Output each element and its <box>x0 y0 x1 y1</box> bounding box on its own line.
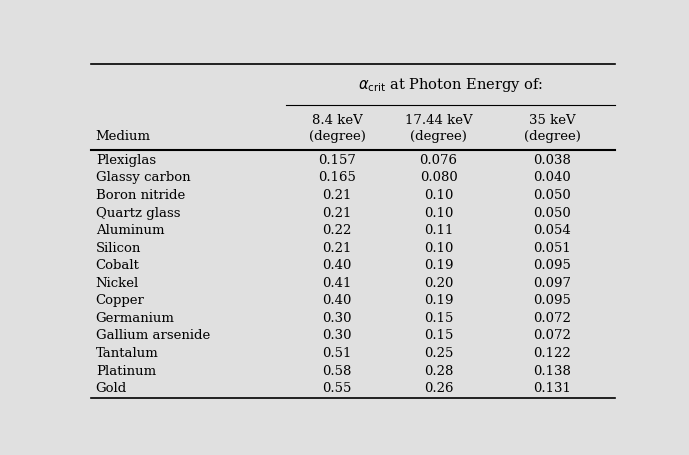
Text: Cobalt: Cobalt <box>96 259 140 272</box>
Text: Tantalum: Tantalum <box>96 346 158 359</box>
Text: 0.51: 0.51 <box>322 346 352 359</box>
Text: 0.095: 0.095 <box>533 259 571 272</box>
Text: 0.131: 0.131 <box>533 381 571 394</box>
Text: 0.072: 0.072 <box>533 329 571 342</box>
Text: 0.30: 0.30 <box>322 329 352 342</box>
Text: 0.20: 0.20 <box>424 276 453 289</box>
Text: 0.122: 0.122 <box>533 346 571 359</box>
Text: Silicon: Silicon <box>96 241 141 254</box>
Text: 0.050: 0.050 <box>533 189 571 202</box>
Text: (degree): (degree) <box>410 130 467 143</box>
Text: Glassy carbon: Glassy carbon <box>96 171 190 184</box>
Text: 0.072: 0.072 <box>533 311 571 324</box>
Text: Quartz glass: Quartz glass <box>96 206 181 219</box>
Text: Gallium arsenide: Gallium arsenide <box>96 329 210 342</box>
Text: 0.040: 0.040 <box>533 171 571 184</box>
Text: 17.44 keV: 17.44 keV <box>404 113 473 126</box>
Text: Boron nitride: Boron nitride <box>96 189 185 202</box>
Text: 0.10: 0.10 <box>424 206 453 219</box>
Text: 0.11: 0.11 <box>424 224 453 237</box>
Text: Germanium: Germanium <box>96 311 174 324</box>
Text: 0.095: 0.095 <box>533 294 571 307</box>
Text: Platinum: Platinum <box>96 364 156 377</box>
Text: 0.15: 0.15 <box>424 311 453 324</box>
Text: 0.21: 0.21 <box>322 206 352 219</box>
Text: 0.157: 0.157 <box>318 154 356 167</box>
Text: Gold: Gold <box>96 381 127 394</box>
Text: Medium: Medium <box>96 130 151 143</box>
Text: 0.30: 0.30 <box>322 311 352 324</box>
Text: (degree): (degree) <box>524 130 580 143</box>
Text: 0.40: 0.40 <box>322 259 352 272</box>
Text: 0.25: 0.25 <box>424 346 453 359</box>
Text: 0.19: 0.19 <box>424 294 453 307</box>
Text: 0.26: 0.26 <box>424 381 453 394</box>
Text: (degree): (degree) <box>309 130 366 143</box>
Text: 0.038: 0.038 <box>533 154 571 167</box>
Text: 0.41: 0.41 <box>322 276 352 289</box>
Text: 0.138: 0.138 <box>533 364 571 377</box>
Text: 0.165: 0.165 <box>318 171 356 184</box>
Text: 0.21: 0.21 <box>322 241 352 254</box>
Text: 0.22: 0.22 <box>322 224 352 237</box>
Text: 35 keV: 35 keV <box>528 113 575 126</box>
Text: 0.15: 0.15 <box>424 329 453 342</box>
Text: 0.10: 0.10 <box>424 189 453 202</box>
Text: Aluminum: Aluminum <box>96 224 164 237</box>
Text: 0.097: 0.097 <box>533 276 571 289</box>
Text: Nickel: Nickel <box>96 276 139 289</box>
Text: 8.4 keV: 8.4 keV <box>311 113 362 126</box>
Text: 0.076: 0.076 <box>420 154 457 167</box>
Text: 0.28: 0.28 <box>424 364 453 377</box>
Text: 0.080: 0.080 <box>420 171 457 184</box>
Text: 0.55: 0.55 <box>322 381 352 394</box>
Text: 0.40: 0.40 <box>322 294 352 307</box>
Text: Plexiglas: Plexiglas <box>96 154 156 167</box>
Text: 0.21: 0.21 <box>322 189 352 202</box>
Text: $\alpha_{\rm crit}$ at Photon Energy of:: $\alpha_{\rm crit}$ at Photon Energy of: <box>358 76 543 94</box>
Text: 0.050: 0.050 <box>533 206 571 219</box>
Text: 0.10: 0.10 <box>424 241 453 254</box>
Text: 0.054: 0.054 <box>533 224 571 237</box>
Text: 0.051: 0.051 <box>533 241 571 254</box>
Text: Copper: Copper <box>96 294 145 307</box>
Text: 0.58: 0.58 <box>322 364 352 377</box>
Text: 0.19: 0.19 <box>424 259 453 272</box>
